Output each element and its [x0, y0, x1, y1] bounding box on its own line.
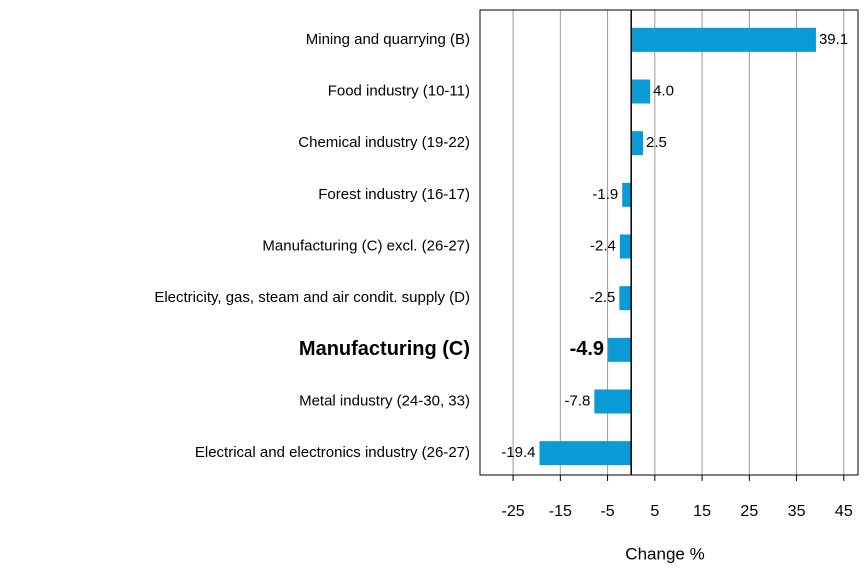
x-axis-label: Change % — [625, 544, 704, 563]
bar — [608, 337, 632, 362]
bar — [631, 131, 644, 156]
y-tick-label: Mining and quarrying (B) — [306, 31, 470, 48]
bar — [594, 389, 632, 414]
y-tick-label: Manufacturing (C) — [299, 338, 470, 360]
x-tick-label: -5 — [600, 503, 614, 520]
y-tick-label: Electrical and electronics industry (26-… — [195, 444, 470, 461]
y-tick-label: Forest industry (16-17) — [318, 186, 470, 203]
x-tick-label: 45 — [835, 503, 853, 520]
data-label: -19.4 — [501, 444, 535, 461]
x-tick-label: -15 — [549, 503, 572, 520]
bar — [539, 441, 632, 466]
data-label: -7.8 — [564, 392, 590, 409]
data-label: 2.5 — [646, 134, 667, 151]
bar — [622, 182, 632, 207]
data-label: -4.9 — [570, 338, 604, 360]
y-tick-label: Electricity, gas, steam and air condit. … — [154, 289, 470, 306]
bar — [619, 234, 632, 259]
plot-frame — [479, 9, 859, 476]
x-tick-label: 15 — [693, 503, 711, 520]
x-tick-label: 5 — [650, 503, 659, 520]
data-label: -2.4 — [590, 237, 616, 254]
data-label: 4.0 — [653, 82, 674, 99]
y-tick-label: Food industry (10-11) — [328, 82, 470, 99]
y-tick-label: Manufacturing (C) excl. (26-27) — [262, 237, 470, 254]
data-label: -2.5 — [590, 289, 616, 306]
x-tick-label: -25 — [502, 503, 525, 520]
data-label: 39.1 — [819, 31, 848, 48]
x-tick-label: 25 — [740, 503, 758, 520]
bar — [631, 79, 651, 104]
y-tick-label: Metal industry (24-30, 33) — [299, 392, 470, 409]
bar — [619, 286, 632, 311]
y-tick-label: Chemical industry (19-22) — [298, 134, 470, 151]
data-label: -1.9 — [592, 186, 618, 203]
x-tick-label: 35 — [788, 503, 806, 520]
bar — [631, 27, 816, 52]
